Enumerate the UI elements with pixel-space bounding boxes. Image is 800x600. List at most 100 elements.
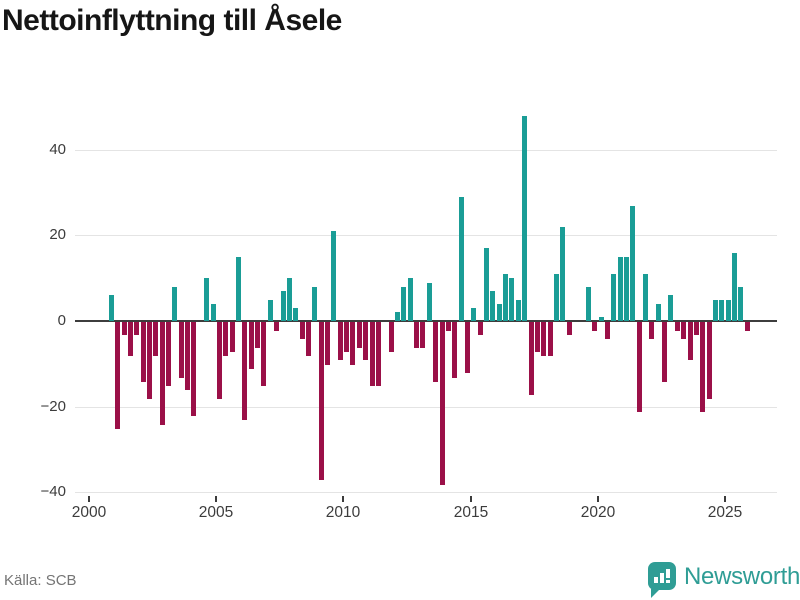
bar-2002-Q1 [141, 322, 146, 382]
bar-2025-Q3 [738, 287, 743, 321]
newsworthy-wordmark: Newsworthy [684, 563, 800, 590]
bar-2024-Q1 [700, 322, 705, 412]
bar-2009-Q2 [325, 322, 330, 365]
chart-title: Nettoinflyttning till Åsele [2, 4, 342, 37]
bar-2012-Q1 [395, 312, 400, 321]
bar-2003-Q1 [166, 322, 171, 386]
x-axis-tick-label: 2010 [325, 504, 361, 521]
y-axis-tick-label: 40 [49, 141, 66, 158]
newsworthy-logo: Newsworthy [648, 562, 800, 598]
bar-2025-Q1 [726, 300, 731, 321]
bar-2012-Q4 [414, 322, 419, 348]
bar-2002-Q4 [160, 322, 165, 425]
x-axis-tick-label: 2000 [71, 504, 107, 521]
bar-2010-Q1 [344, 322, 349, 352]
y-axis-tick-label: −40 [40, 483, 66, 500]
bar-2023-Q4 [694, 322, 699, 335]
bar-2014-Q1 [446, 322, 451, 331]
logo-pin-tail-icon [651, 589, 660, 598]
bar-2024-Q4 [719, 300, 724, 321]
bar-2018-Q1 [548, 322, 553, 356]
bar-2021-Q2 [630, 206, 635, 321]
bar-2014-Q2 [452, 322, 457, 378]
bar-2018-Q4 [567, 322, 572, 335]
bar-2002-Q3 [153, 322, 158, 356]
bar-2013-Q3 [433, 322, 438, 382]
bar-2015-Q2 [478, 322, 483, 335]
bar-2017-Q1 [522, 116, 527, 321]
bar-2007-Q1 [268, 300, 273, 321]
bar-2021-Q3 [637, 322, 642, 412]
bar-2012-Q3 [408, 278, 413, 321]
bar-2019-Q4 [592, 322, 597, 331]
bar-2005-Q4 [236, 257, 241, 321]
bar-2006-Q2 [249, 322, 254, 369]
bar-2001-Q3 [128, 322, 133, 356]
bar-2005-Q3 [230, 322, 235, 352]
zero-baseline [75, 320, 777, 322]
bar-2008-Q3 [306, 322, 311, 356]
bar-2004-Q4 [211, 304, 216, 321]
bar-2017-Q4 [541, 322, 546, 356]
x-axis-tick [342, 496, 344, 502]
bar-2018-Q2 [554, 274, 559, 321]
bar-2011-Q1 [370, 322, 375, 386]
bar-2020-Q3 [611, 274, 616, 321]
bar-2007-Q4 [287, 278, 292, 321]
bar-2007-Q2 [274, 322, 279, 331]
logo-exclamation-icon [666, 569, 670, 578]
bar-2005-Q2 [223, 322, 228, 356]
gridline-y--20 [75, 407, 777, 408]
newsworthy-badge-icon [648, 562, 676, 590]
bar-2002-Q2 [147, 322, 152, 399]
gridline-y--40 [75, 492, 777, 493]
bar-2005-Q1 [217, 322, 222, 399]
bar-2022-Q2 [656, 304, 661, 321]
bar-2007-Q3 [281, 291, 286, 321]
bar-2010-Q2 [350, 322, 355, 365]
bar-2017-Q3 [535, 322, 540, 352]
bar-2023-Q1 [675, 322, 680, 331]
bar-2022-Q1 [649, 322, 654, 339]
bar-2008-Q4 [312, 287, 317, 321]
bar-2006-Q3 [255, 322, 260, 348]
bar-2013-Q2 [427, 283, 432, 321]
bar-2015-Q1 [471, 308, 476, 321]
y-axis-tick-label: 0 [57, 312, 66, 329]
bar-2015-Q3 [484, 248, 489, 321]
x-axis-tick [470, 496, 472, 502]
bar-2008-Q2 [300, 322, 305, 339]
bar-2001-Q1 [115, 322, 120, 429]
logo-exclamation-dot-icon [666, 580, 670, 583]
bar-2016-Q2 [503, 274, 508, 321]
bar-2022-Q4 [668, 295, 673, 321]
bar-2015-Q4 [490, 291, 495, 321]
bar-2003-Q2 [172, 287, 177, 321]
x-axis-tick-label: 2025 [707, 504, 743, 521]
gridline-y-40 [75, 150, 777, 151]
bar-2017-Q2 [529, 322, 534, 395]
x-axis-tick [724, 496, 726, 502]
x-axis-tick-label: 2020 [580, 504, 616, 521]
logo-bar-icon [660, 573, 664, 583]
source-label: Källa: SCB [4, 572, 77, 589]
bar-2013-Q1 [420, 322, 425, 348]
bar-2004-Q1 [191, 322, 196, 416]
bar-2023-Q2 [681, 322, 686, 339]
x-axis-tick-label: 2005 [198, 504, 234, 521]
bar-2021-Q4 [643, 274, 648, 321]
plot-area [75, 100, 777, 493]
bar-2025-Q4 [745, 322, 750, 331]
bar-2001-Q2 [122, 322, 127, 335]
bar-2018-Q3 [560, 227, 565, 321]
bar-2003-Q3 [179, 322, 184, 378]
bar-2001-Q4 [134, 322, 139, 335]
bar-2024-Q3 [713, 300, 718, 321]
bar-2009-Q4 [338, 322, 343, 360]
x-axis-tick-label: 2015 [453, 504, 489, 521]
x-axis-tick [597, 496, 599, 502]
bar-2000-Q4 [109, 295, 114, 321]
bar-2014-Q3 [459, 197, 464, 321]
bar-2016-Q1 [497, 304, 502, 321]
